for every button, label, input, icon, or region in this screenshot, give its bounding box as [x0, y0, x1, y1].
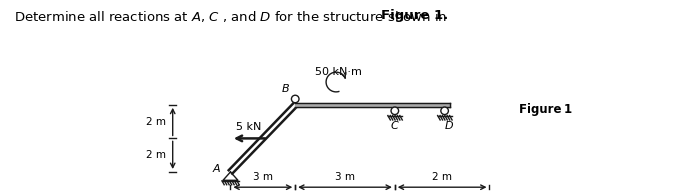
Text: Figure 1.: Figure 1.	[381, 9, 448, 22]
Text: 1: 1	[564, 103, 573, 116]
Text: 3 m: 3 m	[335, 172, 355, 182]
Circle shape	[291, 95, 299, 103]
Text: 50 kN·m: 50 kN·m	[314, 67, 361, 77]
Text: Figure: Figure	[519, 103, 566, 116]
Text: 2 m: 2 m	[146, 117, 166, 127]
Text: C: C	[391, 121, 399, 131]
Text: 2 m: 2 m	[146, 150, 166, 160]
Text: B: B	[281, 84, 289, 94]
Text: 3 m: 3 m	[253, 172, 273, 182]
Circle shape	[391, 107, 398, 114]
Text: A: A	[213, 164, 220, 174]
Text: D: D	[444, 121, 453, 131]
Circle shape	[441, 107, 449, 114]
Text: 5 kN: 5 kN	[236, 121, 262, 131]
Text: Determine all reactions at $A$, $C$ , and $D$ for the structure shown in: Determine all reactions at $A$, $C$ , an…	[14, 9, 449, 24]
Text: 2 m: 2 m	[432, 172, 452, 182]
